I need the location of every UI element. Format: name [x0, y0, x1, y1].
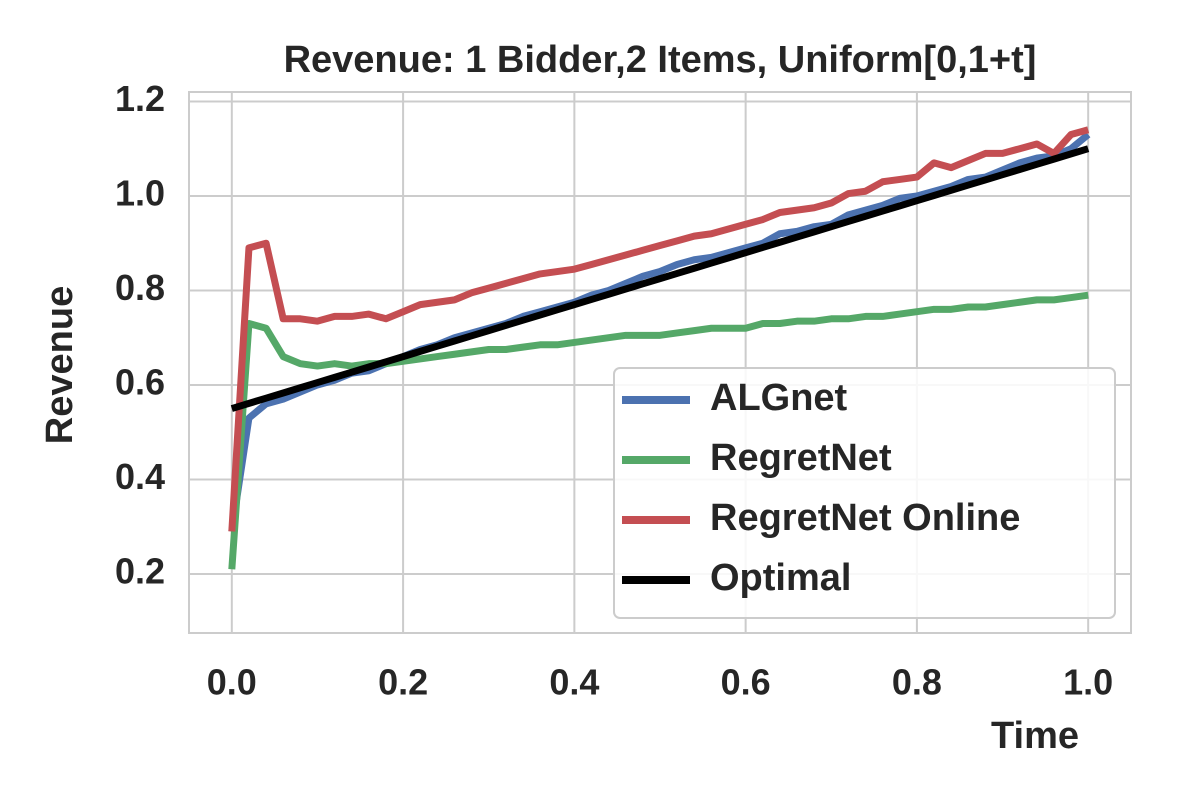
y-tick-label: 0.4 [115, 456, 165, 497]
x-axis-label: Time [991, 715, 1079, 757]
x-tick-label: 0.0 [207, 662, 257, 703]
y-axis-label: Revenue [39, 286, 81, 444]
legend: ALGnet RegretNet RegretNet Online Optimal [613, 367, 1116, 619]
y-tick-label: 0.8 [115, 267, 165, 308]
x-tick-label: 1.0 [1063, 662, 1113, 703]
legend-label: Optimal [710, 557, 851, 599]
y-tick-label: 1.0 [115, 172, 165, 213]
x-tick-label: 0.2 [378, 662, 428, 703]
series-line [230, 145, 1090, 412]
legend-label: RegretNet [710, 437, 892, 479]
x-tick-label: 0.8 [892, 662, 942, 703]
x-tick-label: 0.4 [549, 662, 599, 703]
legend-label: ALGnet [710, 377, 848, 419]
legend-box [613, 367, 1116, 619]
legend-label: RegretNet Online [710, 497, 1020, 539]
y-tick-label: 0.6 [115, 361, 165, 402]
series-line [228, 126, 1090, 532]
y-tick-label: 0.2 [115, 550, 165, 591]
x-tick-label: 0.6 [721, 662, 771, 703]
y-tick-label: 1.2 [115, 78, 165, 119]
chart-title: Revenue: 1 Bidder,2 Items, Uniform[0,1+t… [284, 39, 1037, 81]
